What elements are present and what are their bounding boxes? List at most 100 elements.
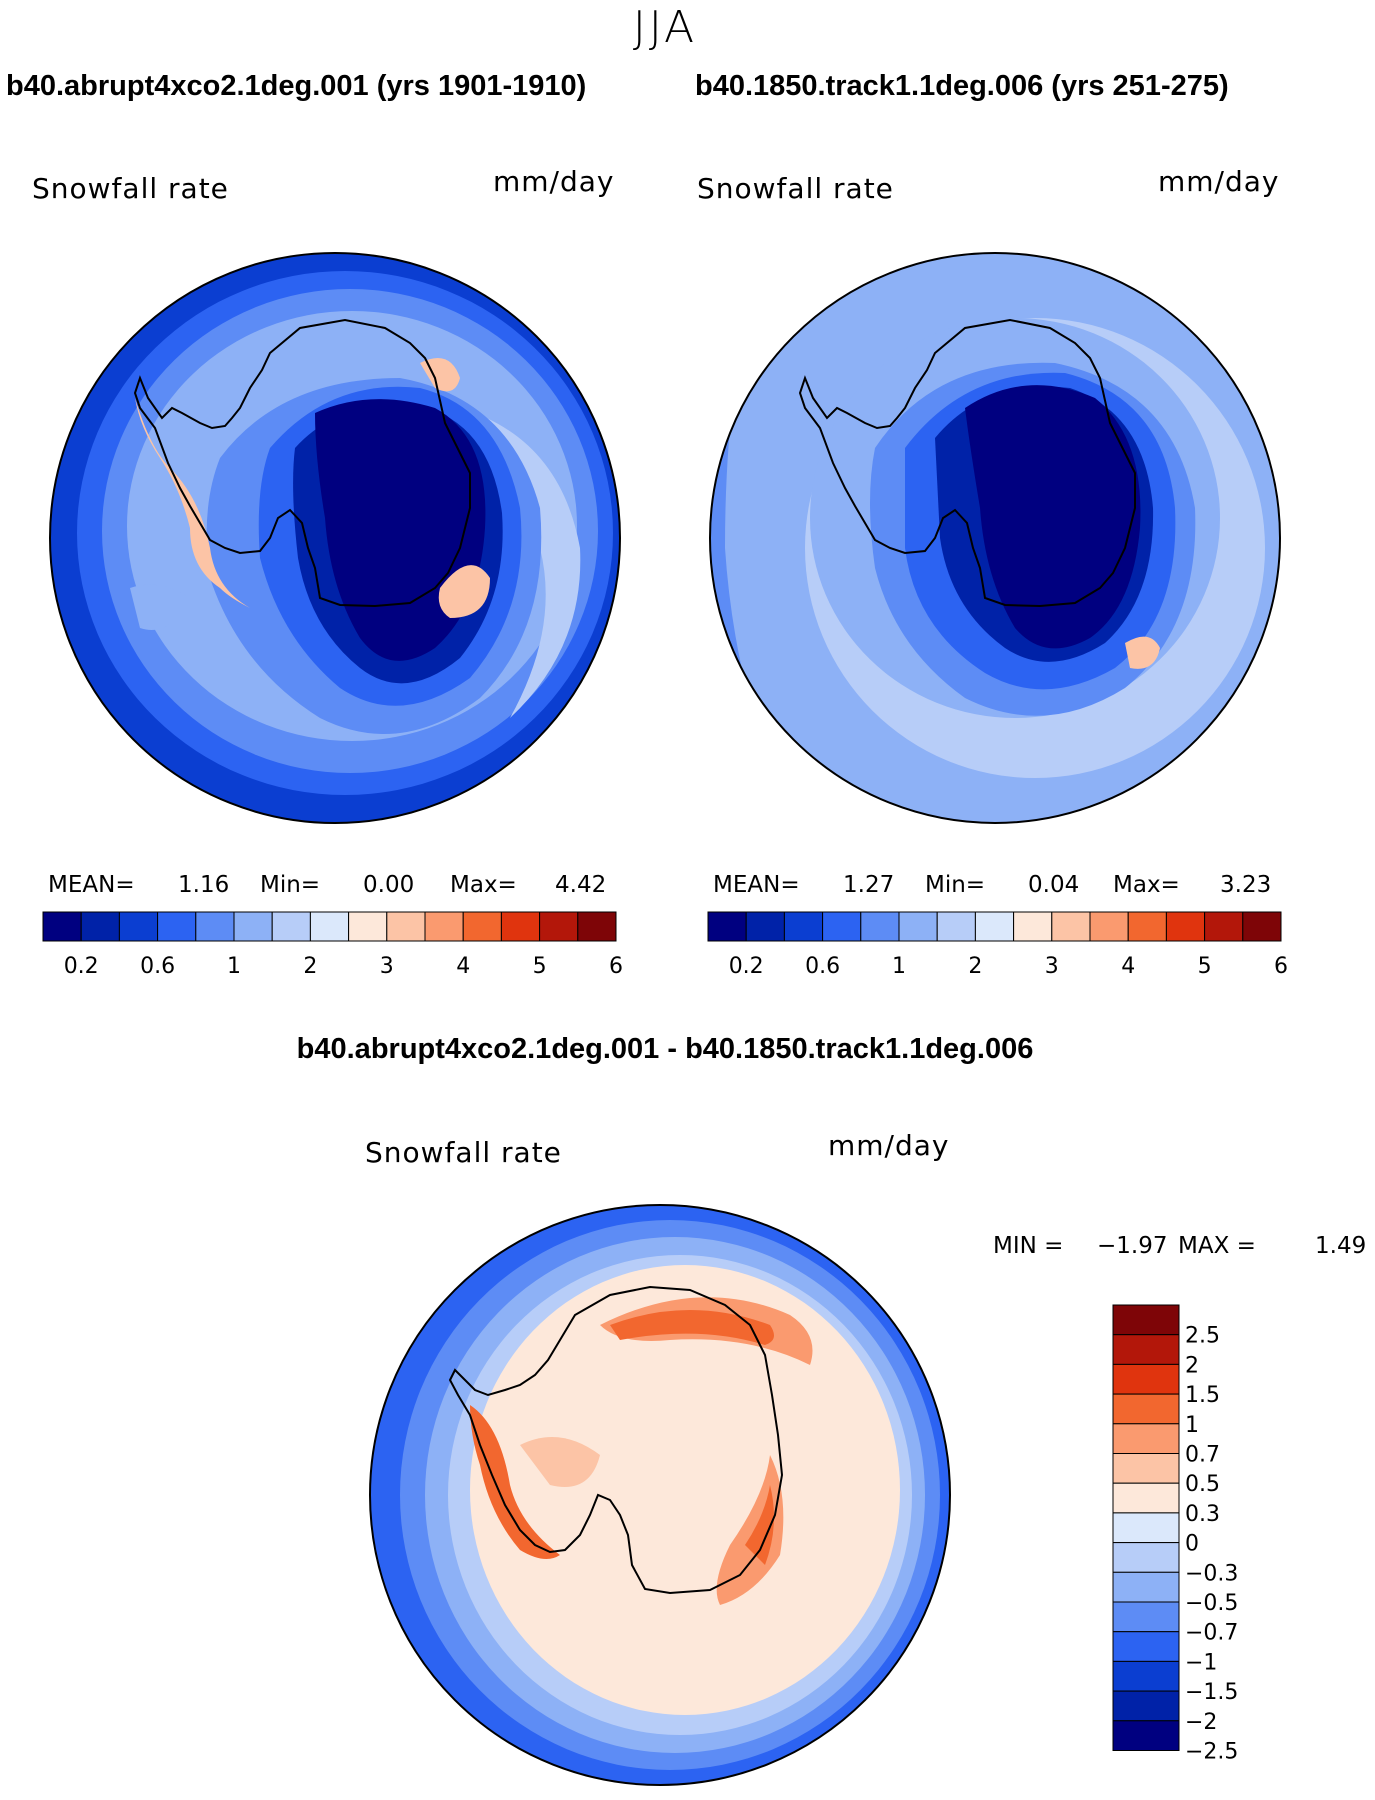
colorbar-swatch: [1112, 1631, 1180, 1662]
colorbar-tick-label: 3: [380, 954, 394, 979]
control-max-label: Max=: [1113, 872, 1180, 898]
case-panel-title: b40.abrupt4xco2.1deg.001 (yrs 1901-1910): [6, 70, 587, 102]
diff-units-label: mm/day: [828, 1129, 950, 1162]
control-units-label: mm/day: [1158, 165, 1280, 198]
case-variable-label: Snowfall rate: [32, 172, 229, 205]
colorbar-swatch: [1112, 1334, 1180, 1365]
map-fill-pale-patch: [130, 584, 190, 630]
diff-variable-label: Snowfall rate: [365, 1136, 562, 1169]
colorbar-swatch: [42, 911, 82, 942]
colorbar-swatch: [1112, 1304, 1180, 1336]
case-max-label: Max=: [450, 872, 517, 898]
colorbar-swatch: [348, 911, 388, 942]
colorbar-swatch: [1112, 1363, 1180, 1395]
control-colorbar: 0.2 0.6 1 2 3 4 5 6: [707, 911, 1288, 979]
diff-polar-map: [369, 1204, 951, 1786]
map-fill-warm-patch2: [438, 565, 490, 618]
colorbar-swatch: [118, 911, 159, 942]
case-max-value: 4.42: [555, 872, 607, 898]
diff-panel-title: b40.abrupt4xco2.1deg.001 - b40.1850.trac…: [296, 1033, 1034, 1065]
colorbar-tick-label: 2.5: [1185, 1324, 1220, 1349]
colorbar-tick-label: 0.6: [805, 954, 840, 979]
colorbar-swatch: [936, 911, 976, 942]
colorbar-tick-label: 6: [1274, 954, 1288, 979]
colorbar-swatch: [195, 911, 235, 942]
colorbar-swatch: [1112, 1571, 1180, 1603]
colorbar-tick-label: 4: [456, 954, 470, 979]
colorbar-swatch: [898, 911, 938, 942]
colorbar-tick-label: −1.5: [1185, 1680, 1238, 1705]
case-polar-map: [49, 252, 621, 824]
case-coastline: [133, 318, 471, 608]
colorbar-swatch: [822, 911, 862, 942]
colorbar-tick-label: −2: [1185, 1710, 1217, 1735]
diff-coastline: [448, 1285, 784, 1595]
colorbar-tick-label: 1.5: [1185, 1383, 1220, 1408]
colorbar-swatch: [80, 911, 120, 942]
colorbar-tick-label: −1: [1185, 1650, 1217, 1675]
colorbar-tick-label: −2.5: [1185, 1740, 1238, 1765]
control-coastline: [798, 318, 1136, 608]
map-fill-warm-east: [716, 1455, 784, 1605]
colorbar-swatch: [1112, 1512, 1180, 1544]
colorbar-swatch: [577, 911, 617, 942]
colorbar-swatch: [1165, 911, 1206, 942]
colorbar-swatch: [157, 911, 197, 942]
colorbar-tick-label: 0.7: [1185, 1443, 1220, 1468]
map-fill-hot-north: [610, 1310, 774, 1345]
diff-min-value: −1.97: [1097, 1233, 1168, 1259]
case-units-label: mm/day: [493, 165, 615, 198]
map-fill-light-sector: [460, 408, 581, 718]
control-polar-map: [709, 252, 1281, 824]
colorbar-swatch: [1112, 1542, 1180, 1573]
colorbar-swatch: [1089, 911, 1129, 942]
colorbar-tick-label: 2: [303, 954, 317, 979]
colorbar-swatch: [1112, 1720, 1180, 1751]
case-min-label: Min=: [260, 872, 321, 898]
colorbar-swatch: [974, 911, 1015, 942]
colorbar-tick-label: 6: [609, 954, 623, 979]
control-mean-value: 1.27: [843, 872, 895, 898]
control-variable-label: Snowfall rate: [697, 172, 894, 205]
colorbar-tick-label: 0.2: [64, 954, 99, 979]
colorbar-tick-label: 5: [1198, 954, 1212, 979]
map-fill-peninsula-warm: [135, 398, 250, 608]
colorbar-tick-label: 1: [1185, 1413, 1199, 1438]
map-fill-warm-patch: [520, 1437, 600, 1487]
colorbar-swatch: [309, 911, 350, 942]
colorbar-swatch: [783, 911, 824, 942]
colorbar-tick-label: 2: [1185, 1353, 1199, 1378]
colorbar-swatch: [1112, 1393, 1180, 1425]
case-min-value: 0.00: [363, 872, 415, 898]
map-fill-interior: [965, 385, 1141, 649]
colorbar-tick-label: −0.7: [1185, 1621, 1238, 1646]
colorbar-tick-label: 1: [892, 954, 906, 979]
colorbar-swatch: [1242, 911, 1282, 942]
colorbar-swatch: [233, 911, 273, 942]
colorbar-swatch: [745, 911, 785, 942]
colorbar-tick-label: 1: [227, 954, 241, 979]
colorbar-swatch: [1112, 1660, 1180, 1692]
colorbar-swatch: [1112, 1690, 1180, 1722]
colorbar-swatch: [462, 911, 502, 942]
control-map-border: [709, 252, 1281, 824]
colorbar-swatch: [1112, 1453, 1180, 1484]
colorbar-swatch: [539, 911, 579, 942]
colorbar-swatch: [1013, 911, 1053, 942]
colorbar-swatch: [1112, 1423, 1180, 1455]
colorbar-tick-label: −0.5: [1185, 1591, 1238, 1616]
case-map-border: [49, 252, 621, 824]
colorbar-tick-label: 2: [968, 954, 982, 979]
map-fill-hot-peninsula: [470, 1405, 560, 1559]
control-min-value: 0.04: [1028, 872, 1080, 898]
colorbar-tick-label: 5: [533, 954, 547, 979]
colorbar-swatch: [424, 911, 464, 942]
colorbar-tick-label: 0.2: [729, 954, 764, 979]
colorbar-swatch: [500, 911, 541, 942]
colorbar-swatch: [1127, 911, 1167, 942]
colorbar-swatch: [386, 911, 426, 942]
colorbar-tick-label: −0.3: [1185, 1561, 1238, 1586]
colorbar-tick-label: 4: [1121, 954, 1135, 979]
colorbar-swatch: [1112, 1601, 1180, 1633]
colorbar-swatch: [860, 911, 900, 942]
